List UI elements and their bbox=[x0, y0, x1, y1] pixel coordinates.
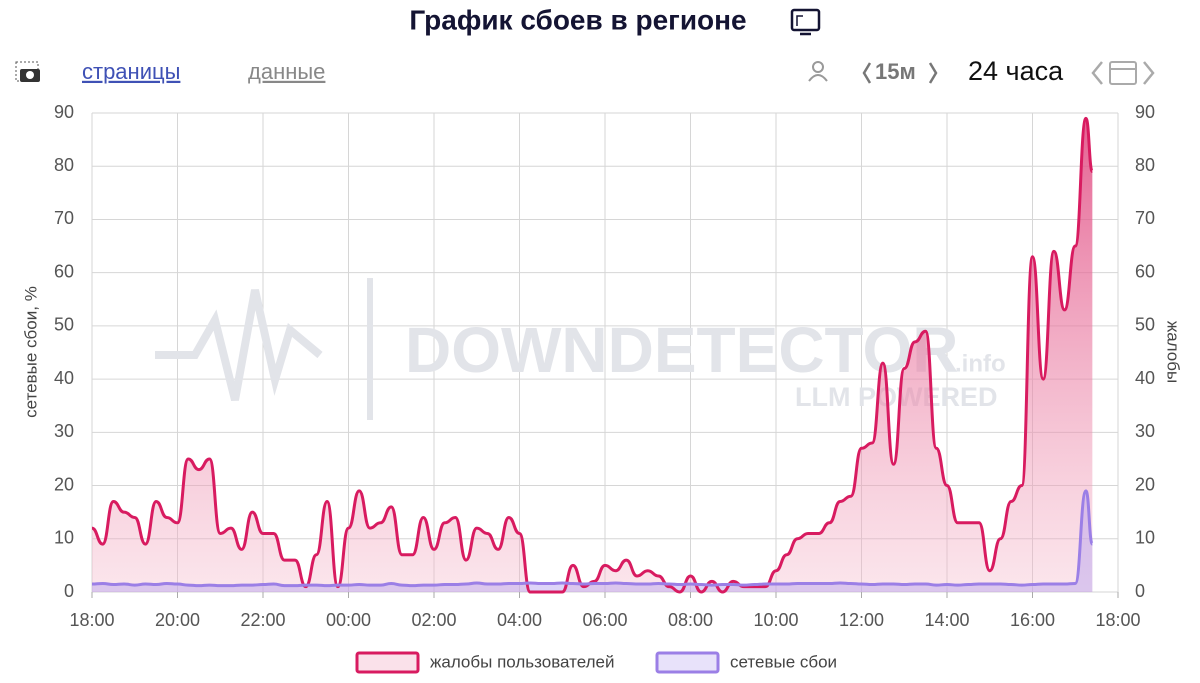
y-tick-label: 50 bbox=[54, 315, 74, 335]
y2-tick-label: 10 bbox=[1135, 528, 1155, 548]
watermark-suffix: .info bbox=[955, 350, 1006, 377]
y-tick-label: 90 bbox=[54, 102, 74, 122]
y2-tick-label: 50 bbox=[1135, 315, 1155, 335]
legend-label: жалобы пользователей bbox=[430, 652, 614, 671]
y2-tick-label: 70 bbox=[1135, 208, 1155, 228]
y-tick-label: 0 bbox=[64, 581, 74, 601]
x-tick-label: 20:00 bbox=[155, 610, 200, 630]
calendar-nav[interactable] bbox=[1091, 61, 1155, 85]
y-tick-label: 40 bbox=[54, 368, 74, 388]
watermark: DOWNDETECTOR .info LLM POWERED bbox=[155, 278, 1006, 420]
x-tick-label: 04:00 bbox=[497, 610, 542, 630]
y2-tick-label: 60 bbox=[1135, 261, 1155, 281]
x-tick-label: 14:00 bbox=[924, 610, 969, 630]
series-line bbox=[91, 489, 1094, 588]
y-tick-label: 10 bbox=[54, 528, 74, 548]
series-line bbox=[91, 116, 1094, 594]
x-tick-label: 12:00 bbox=[839, 610, 884, 630]
y2-tick-label: 90 bbox=[1135, 102, 1155, 122]
y-tick-label: 70 bbox=[54, 208, 74, 228]
y2-tick-label: 20 bbox=[1135, 474, 1155, 494]
y-tick-label: 30 bbox=[54, 421, 74, 441]
area-fill bbox=[92, 118, 1093, 593]
interval[interactable]: 15м bbox=[875, 59, 916, 84]
monitor-icon bbox=[790, 8, 821, 36]
user-icon[interactable] bbox=[808, 61, 828, 82]
grid bbox=[91, 112, 1119, 593]
y2-tick-label: 30 bbox=[1135, 421, 1155, 441]
x-tick-label: 08:00 bbox=[668, 610, 713, 630]
legend-swatch bbox=[655, 651, 720, 674]
x-tick-label: 02:00 bbox=[411, 610, 456, 630]
x-tick-label: 10:00 bbox=[753, 610, 798, 630]
x-tick-label: 18:00 bbox=[1095, 610, 1140, 630]
x-tick-label: 00:00 bbox=[326, 610, 371, 630]
y-axis-label: сетевые сбои, % bbox=[21, 286, 40, 418]
period[interactable]: 24 часа bbox=[968, 56, 1064, 86]
watermark-brand: DOWNDETECTOR bbox=[405, 314, 958, 386]
x-tick-label: 22:00 bbox=[240, 610, 285, 630]
legend-label: сетевые сбои bbox=[730, 652, 837, 671]
y-tick-label: 20 bbox=[54, 474, 74, 494]
tab-pages[interactable]: страницы bbox=[82, 59, 180, 84]
chart-title: График сбоев в регионе bbox=[409, 4, 746, 35]
tab-data[interactable]: данные bbox=[248, 59, 325, 84]
y2-tick-label: 0 bbox=[1135, 581, 1145, 601]
y2-tick-label: 40 bbox=[1135, 368, 1155, 388]
x-tick-label: 18:00 bbox=[69, 610, 114, 630]
legend-swatch bbox=[355, 651, 420, 674]
x-tick-label: 06:00 bbox=[582, 610, 627, 630]
y2-axis-label: жалобы bbox=[1164, 321, 1183, 383]
watermark-tagline: LLM POWERED bbox=[795, 382, 998, 412]
camera-icon[interactable] bbox=[15, 61, 40, 82]
y-tick-label: 80 bbox=[54, 155, 74, 175]
x-tick-label: 16:00 bbox=[1010, 610, 1055, 630]
interval-arrows[interactable] bbox=[862, 62, 938, 84]
y2-tick-label: 80 bbox=[1135, 155, 1155, 175]
y-tick-label: 60 bbox=[54, 261, 74, 281]
